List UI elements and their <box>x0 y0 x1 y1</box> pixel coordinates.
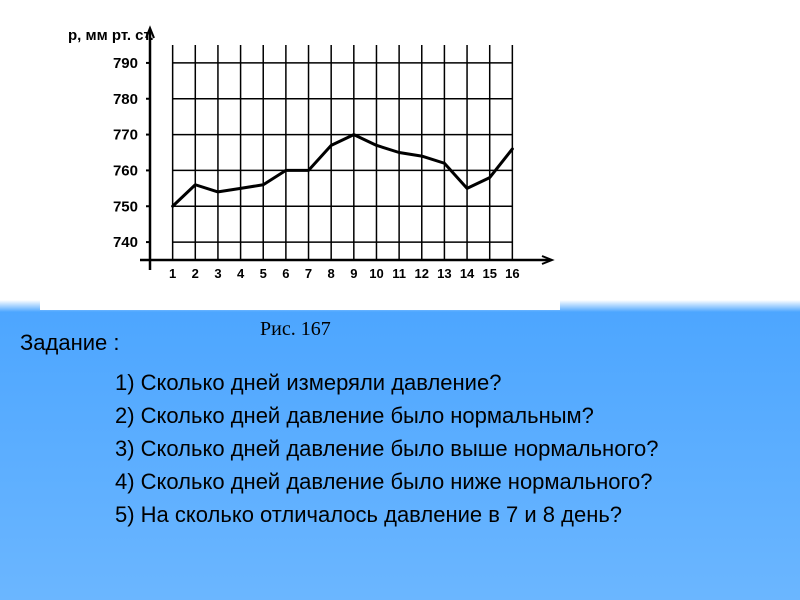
svg-text:8: 8 <box>328 266 335 281</box>
svg-text:9: 9 <box>350 266 357 281</box>
question-4: 4) Сколько дней давление было ниже норма… <box>115 465 780 498</box>
svg-text:3: 3 <box>214 266 221 281</box>
svg-text:4: 4 <box>237 266 245 281</box>
chart-svg: р, мм рт. ст.740750760770780790123456789… <box>40 20 560 310</box>
svg-text:16: 16 <box>505 266 519 281</box>
svg-text:11: 11 <box>392 266 406 281</box>
svg-text:780: 780 <box>113 91 138 108</box>
question-2: 2) Сколько дней давление было нормальным… <box>115 399 780 432</box>
task-heading: Задание : <box>20 330 780 356</box>
svg-text:2: 2 <box>192 266 199 281</box>
svg-text:15: 15 <box>482 266 496 281</box>
question-5: 5) На сколько отличалось давление в 7 и … <box>115 498 780 531</box>
svg-text:13: 13 <box>437 266 451 281</box>
svg-text:14: 14 <box>460 266 475 281</box>
svg-text:р, мм рт. ст.: р, мм рт. ст. <box>68 27 154 44</box>
question-1: 1) Сколько дней измеряли давление? <box>115 366 780 399</box>
svg-text:790: 790 <box>113 55 138 72</box>
pressure-chart: р, мм рт. ст.740750760770780790123456789… <box>40 20 560 310</box>
svg-text:770: 770 <box>113 127 138 144</box>
task-section: Задание : 1) Сколько дней измеряли давле… <box>20 330 780 531</box>
svg-text:6: 6 <box>282 266 289 281</box>
svg-text:12: 12 <box>415 266 429 281</box>
svg-text:7: 7 <box>305 266 312 281</box>
svg-text:10: 10 <box>369 266 383 281</box>
svg-text:760: 760 <box>113 162 138 179</box>
svg-text:1: 1 <box>169 266 176 281</box>
question-3: 3) Сколько дней давление было выше норма… <box>115 432 780 465</box>
svg-text:740: 740 <box>113 234 138 251</box>
svg-text:750: 750 <box>113 198 138 215</box>
question-list: 1) Сколько дней измеряли давление? 2) Ск… <box>20 366 780 531</box>
svg-text:5: 5 <box>260 266 267 281</box>
